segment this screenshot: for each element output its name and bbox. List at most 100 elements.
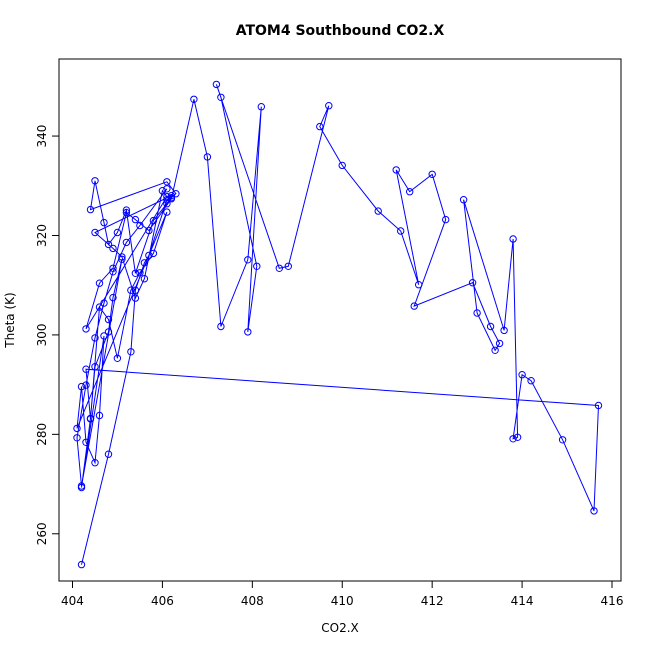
x-tick-label: 408	[241, 594, 264, 608]
y-tick-label: 280	[35, 423, 49, 446]
data-point	[172, 190, 180, 198]
data-point	[91, 334, 99, 342]
data-point	[131, 294, 140, 302]
x-tick-label: 410	[331, 594, 354, 608]
series-lines	[76, 84, 600, 565]
data-point	[118, 255, 126, 263]
data-point	[77, 482, 86, 490]
data-point	[136, 269, 144, 277]
data-point	[158, 187, 167, 195]
data-point	[91, 363, 99, 371]
data-point	[82, 381, 90, 389]
data-point	[392, 166, 400, 174]
x-tick-label: 404	[61, 594, 84, 608]
data-point	[410, 302, 418, 310]
data-point	[594, 401, 603, 410]
data-point	[104, 328, 113, 336]
plot-frame	[58, 58, 622, 582]
x-tick-label: 406	[151, 594, 174, 608]
data-point	[244, 256, 252, 264]
data-point	[167, 195, 176, 203]
x-tick-label: 416	[601, 594, 624, 608]
data-point	[145, 226, 153, 235]
data-point	[518, 371, 526, 379]
data-point	[428, 170, 436, 179]
data-point	[558, 436, 567, 444]
data-point	[118, 253, 126, 261]
data-point	[86, 414, 95, 423]
data-point	[104, 450, 113, 458]
data-point	[73, 424, 81, 433]
data-point	[131, 286, 140, 294]
data-point	[122, 208, 131, 217]
series-line	[76, 84, 600, 565]
data-point	[149, 216, 158, 225]
data-point	[100, 332, 108, 340]
data-point	[104, 315, 113, 324]
data-point	[284, 262, 292, 270]
data-point	[491, 346, 499, 354]
data-point	[590, 507, 598, 515]
y-axis: 260 280 300 320 340	[35, 125, 60, 545]
data-point	[82, 438, 90, 446]
x-axis-label: CO2.X	[321, 621, 359, 635]
data-point	[91, 177, 99, 185]
data-point	[253, 262, 261, 270]
x-axis: 404 406 408 410 412 414 416	[61, 580, 624, 608]
data-point	[91, 228, 99, 237]
data-point	[163, 196, 171, 204]
data-point	[122, 206, 131, 214]
data-point	[316, 122, 324, 131]
data-point	[86, 205, 95, 214]
data-point	[95, 303, 104, 311]
data-point	[149, 249, 158, 258]
data-point	[486, 322, 495, 331]
data-point	[163, 200, 171, 208]
data-point	[442, 215, 450, 224]
data-point	[509, 435, 517, 443]
data-point	[113, 354, 122, 362]
data-point	[136, 221, 144, 230]
data-point	[397, 227, 405, 235]
y-tick-label: 260	[35, 522, 49, 545]
data-point	[77, 560, 86, 569]
data-point	[109, 293, 117, 302]
data-point	[95, 411, 104, 420]
data-point	[459, 196, 468, 204]
data-point	[509, 235, 517, 243]
data-point	[95, 279, 104, 287]
x-tick-label: 412	[421, 594, 444, 608]
data-point	[244, 328, 252, 336]
data-point	[468, 279, 477, 287]
data-point	[91, 459, 99, 467]
data-point	[190, 95, 198, 104]
data-point	[131, 215, 140, 224]
x-tick-label: 414	[511, 594, 534, 608]
data-point	[113, 228, 122, 237]
data-point	[100, 299, 108, 307]
chart-title: ATOM4 Southbound CO2.X	[236, 23, 445, 39]
data-point	[127, 286, 135, 294]
data-point	[163, 178, 171, 186]
data-point	[495, 339, 504, 348]
data-point	[275, 264, 283, 272]
data-point	[109, 264, 117, 272]
data-point	[109, 244, 117, 253]
data-point	[82, 325, 90, 333]
data-point	[104, 240, 113, 249]
data-point	[82, 365, 90, 373]
data-point	[406, 188, 414, 196]
data-point	[217, 93, 225, 102]
data-point	[163, 208, 171, 216]
data-point	[140, 275, 149, 283]
data-point	[127, 348, 135, 356]
data-point	[513, 433, 522, 441]
data-point	[527, 377, 535, 385]
data-point	[73, 434, 81, 442]
data-point	[415, 281, 423, 289]
data-point	[217, 322, 225, 331]
y-tick-label: 340	[35, 125, 49, 148]
data-point	[374, 207, 382, 215]
data-point	[163, 193, 171, 201]
data-point	[122, 238, 131, 247]
